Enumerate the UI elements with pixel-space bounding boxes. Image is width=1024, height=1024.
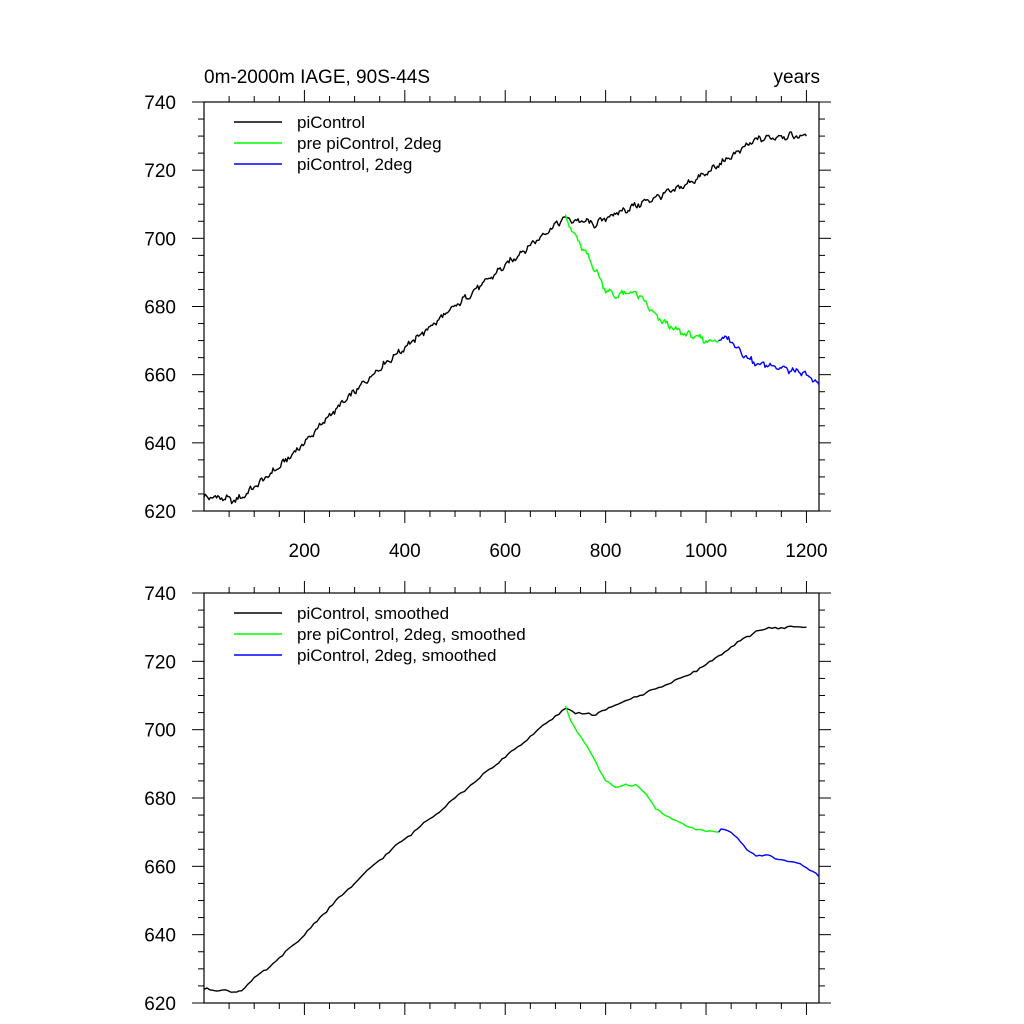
legend-entry: piControl, smoothed xyxy=(297,604,449,623)
y-tick-label: 620 xyxy=(144,994,176,1015)
x-tick-label: 200 xyxy=(289,541,321,562)
y-tick-label: 740 xyxy=(144,93,176,114)
series-line xyxy=(203,625,807,993)
bottom-ticks: 620 640 660 680 700 720 740 xyxy=(144,581,831,1015)
bottom-series xyxy=(203,625,820,993)
y-tick-label: 720 xyxy=(144,161,176,182)
series-line xyxy=(564,214,720,344)
y-tick-label: 660 xyxy=(144,857,176,878)
y-tick-label: 720 xyxy=(144,652,176,673)
y-tick-label: 740 xyxy=(144,584,176,605)
y-tick-label: 640 xyxy=(144,434,176,455)
x-tick-label: 600 xyxy=(489,541,521,562)
bottom-panel: 620 640 660 680 700 720 740 piControl, smoothe… xyxy=(144,581,831,1015)
x-tick-label: 1200 xyxy=(785,541,827,562)
legend-entry: pre piControl, 2deg xyxy=(297,134,442,153)
legend-entry: piControl xyxy=(297,113,365,132)
bottom-legend: piControl, smoothed pre piControl, 2deg, … xyxy=(234,604,526,665)
y-tick-label: 680 xyxy=(144,789,176,810)
top-legend: piControl pre piControl, 2deg piControl, 2… xyxy=(234,113,442,174)
y-tick-label: 640 xyxy=(144,926,176,947)
top-panel: 0m-2000m IAGE, 90S-44S years 620 640 660 68… xyxy=(144,67,831,562)
series-line xyxy=(718,828,820,878)
y-tick-label: 700 xyxy=(144,229,176,250)
y-tick-label: 660 xyxy=(144,366,176,387)
top-ticks: 620 640 660 680 700 720 740 200 400 600 800 1000 120… xyxy=(144,90,831,562)
y-tick-label: 700 xyxy=(144,721,176,742)
x-tick-label: 400 xyxy=(389,541,421,562)
series-line xyxy=(203,131,807,505)
top-panel-units: years xyxy=(774,67,820,88)
y-tick-label: 620 xyxy=(144,502,176,523)
top-panel-title: 0m-2000m IAGE, 90S-44S xyxy=(204,67,430,88)
series-line xyxy=(564,705,719,833)
legend-entry: pre piControl, 2deg, smoothed xyxy=(297,625,526,644)
x-tick-label: 800 xyxy=(590,541,622,562)
y-tick-label: 680 xyxy=(144,298,176,319)
legend-entry: piControl, 2deg, smoothed xyxy=(297,646,496,665)
top-series xyxy=(203,131,820,505)
legend-entry: piControl, 2deg xyxy=(297,155,412,174)
series-line xyxy=(718,335,820,386)
x-tick-label: 1000 xyxy=(685,541,727,562)
